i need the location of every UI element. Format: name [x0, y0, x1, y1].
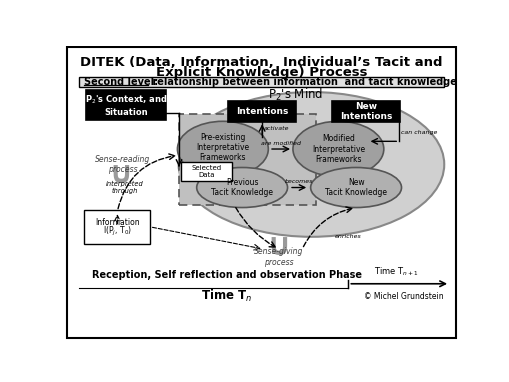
Text: becomes: becomes: [285, 180, 313, 185]
Ellipse shape: [196, 167, 287, 207]
Text: P$_2$'s Mind: P$_2$'s Mind: [268, 87, 323, 103]
Text: Selected
Data: Selected Data: [191, 165, 221, 178]
Text: are modified: are modified: [260, 141, 300, 146]
Text: New
Tacit Knowledge: New Tacit Knowledge: [324, 178, 386, 197]
FancyBboxPatch shape: [86, 91, 165, 120]
Text: interpreted
through: interpreted through: [106, 181, 144, 194]
Text: Sense-reading
process: Sense-reading process: [95, 155, 150, 174]
Text: Reception, Self reflection and observation Phase: Reception, Self reflection and observati…: [92, 270, 361, 280]
Text: Sense-giving
process: Sense-giving process: [254, 247, 303, 267]
Text: ∪: ∪: [266, 231, 291, 261]
Text: enriches: enriches: [334, 233, 361, 238]
Text: Modified
Interpretative
Frameworks: Modified Interpretative Frameworks: [311, 134, 364, 164]
Ellipse shape: [178, 92, 443, 237]
Text: Information: Information: [95, 218, 139, 227]
Text: Intentions: Intentions: [236, 107, 288, 116]
FancyBboxPatch shape: [67, 47, 455, 338]
Text: ∪: ∪: [108, 160, 132, 189]
FancyBboxPatch shape: [181, 162, 232, 181]
Text: can change: can change: [400, 129, 436, 134]
Text: Pre-existing
Interpretative
Frameworks: Pre-existing Interpretative Frameworks: [196, 133, 249, 162]
Text: New
Intentions: New Intentions: [339, 102, 391, 121]
Text: P$_2$'s Context, and
Situation: P$_2$'s Context, and Situation: [84, 94, 167, 117]
Ellipse shape: [177, 121, 268, 177]
FancyBboxPatch shape: [79, 77, 443, 87]
Text: Second level:: Second level:: [84, 77, 158, 87]
Ellipse shape: [310, 167, 401, 207]
Text: relationship between information  and tacit knowledge: relationship between information and tac…: [149, 77, 456, 87]
FancyBboxPatch shape: [84, 210, 150, 244]
Text: I(P$_j$, T$_0$): I(P$_j$, T$_0$): [103, 225, 132, 238]
Text: DITEK (Data, Information,  Individual’s Tacit and: DITEK (Data, Information, Individual’s T…: [80, 56, 442, 69]
Text: Time T$_{n+1}$: Time T$_{n+1}$: [373, 266, 418, 278]
FancyBboxPatch shape: [179, 114, 316, 205]
FancyBboxPatch shape: [228, 100, 295, 122]
Text: Time T$_n$: Time T$_n$: [201, 288, 252, 304]
Text: © Michel Grundstein: © Michel Grundstein: [363, 291, 443, 301]
Text: Explicit Knowledge) Process: Explicit Knowledge) Process: [155, 66, 366, 79]
Ellipse shape: [292, 121, 383, 177]
Text: Previous
Tacit Knowledge: Previous Tacit Knowledge: [211, 178, 273, 197]
FancyBboxPatch shape: [331, 100, 399, 122]
Text: activate: activate: [263, 126, 289, 131]
